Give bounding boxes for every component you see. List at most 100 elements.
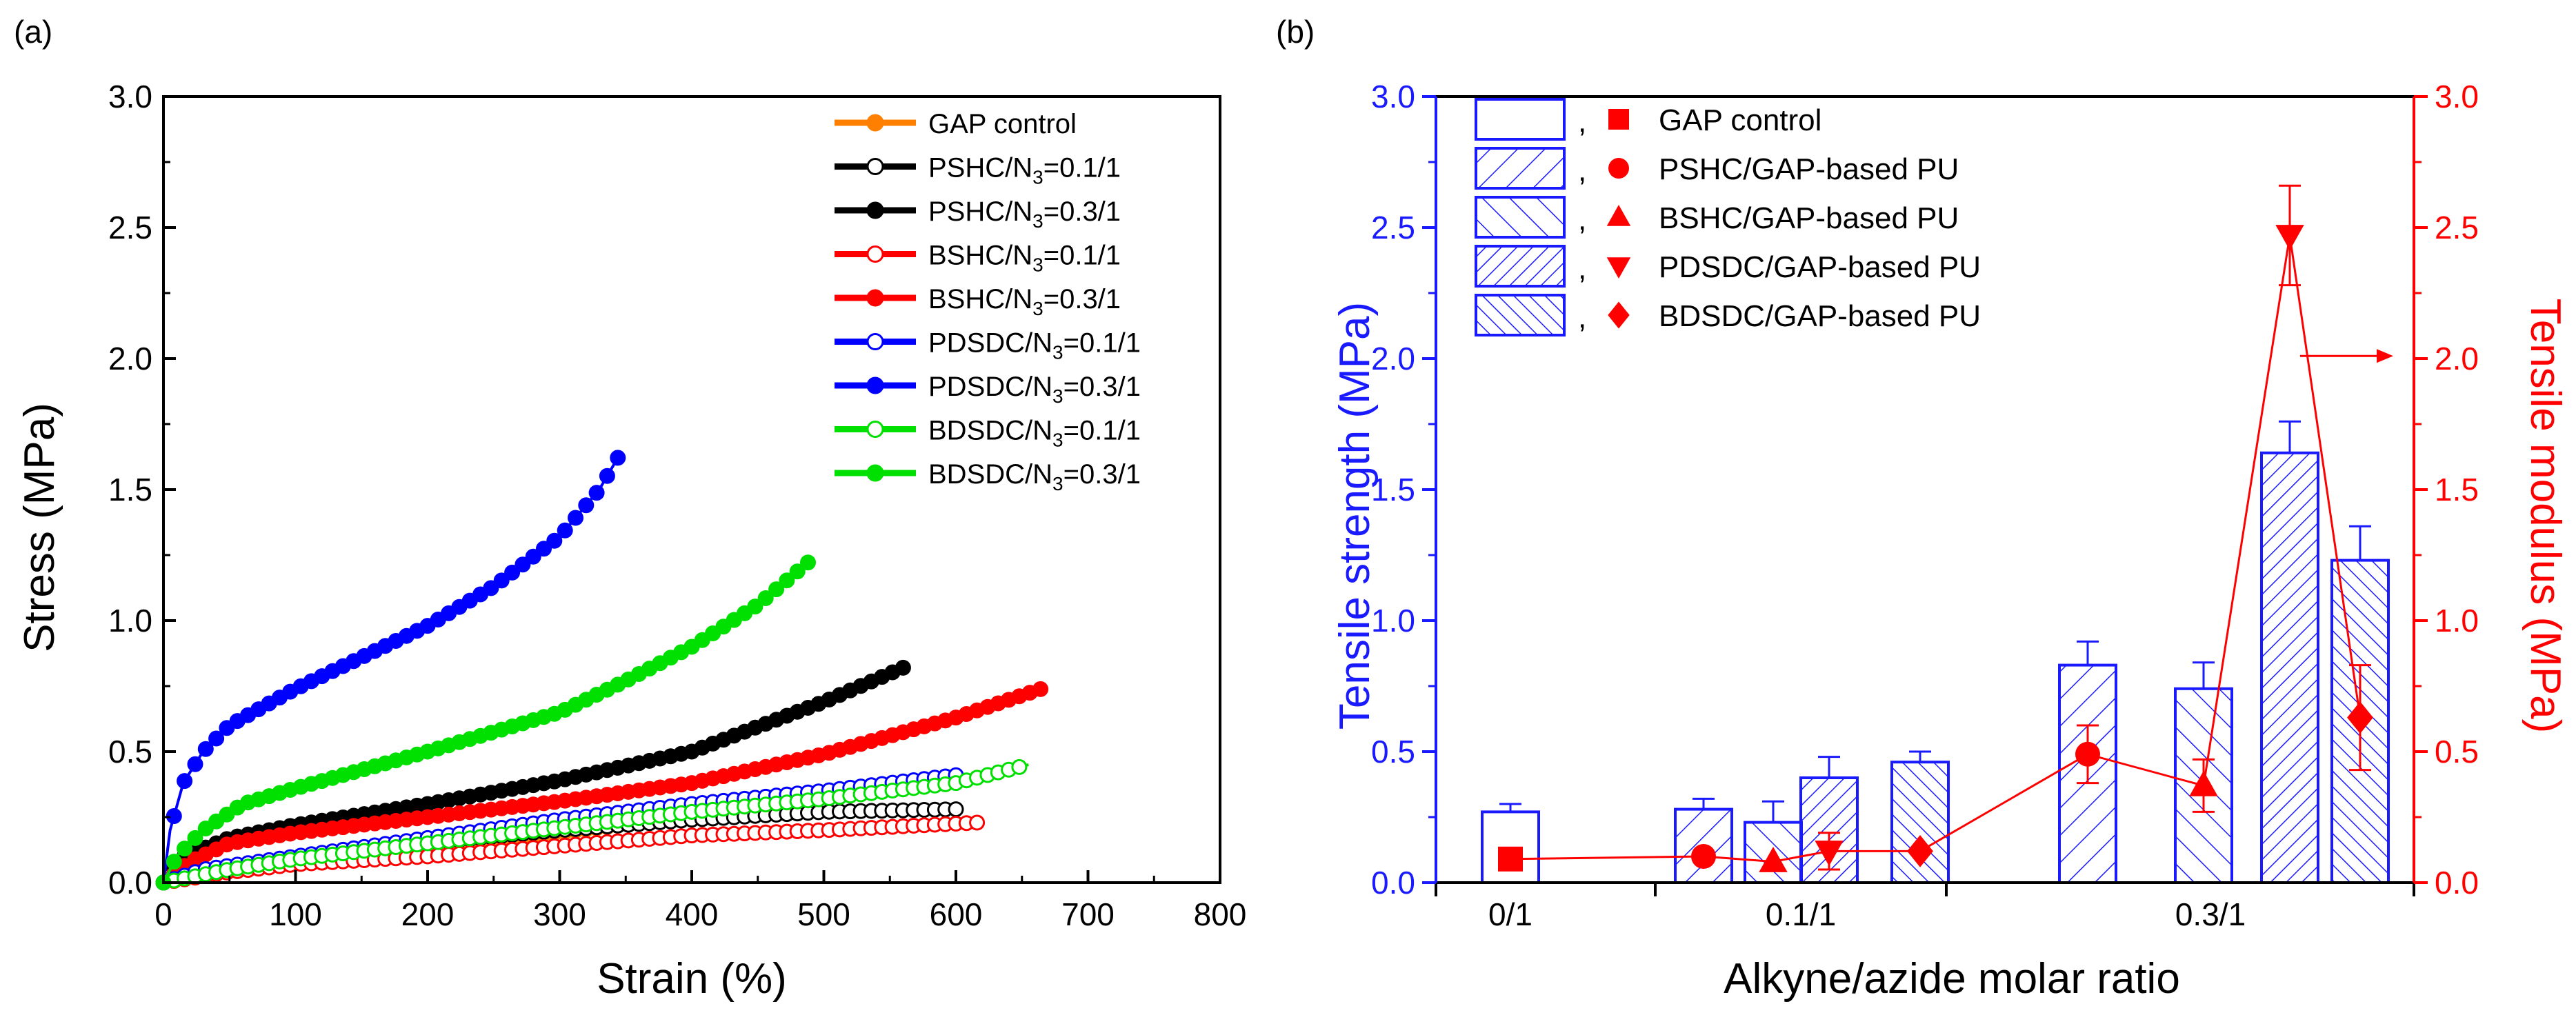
data-point — [166, 854, 182, 870]
legend-separator: , — [1578, 252, 1586, 285]
arrow-head — [2377, 349, 2393, 363]
panel-b-left-axis-label: Tensile strength (MPa) — [1331, 302, 1379, 730]
marker-diamond — [2347, 701, 2373, 734]
data-point — [599, 468, 615, 484]
data-point — [789, 563, 806, 580]
legend-item: , PDSDC/GAP-based PU — [1475, 245, 1981, 288]
legend-label: BSHC/N3=0.3/1 — [928, 284, 1121, 319]
data-point — [197, 741, 214, 757]
panel-a-y-axis-label: Stress (MPa) — [16, 403, 63, 652]
panel-b-x-axis-label: Alkyne/azide molar ratio — [1724, 955, 2180, 1003]
x-tick-label: 800 — [1194, 896, 1247, 932]
marker-triangle-down — [2275, 225, 2304, 250]
legend-label: BDSDC/N3=0.1/1 — [928, 416, 1141, 451]
right-tick-label: 1.0 — [2435, 603, 2479, 639]
data-point — [610, 450, 626, 466]
legend-label: PDSDC/N3=0.1/1 — [928, 328, 1141, 363]
legend-separator: , — [1578, 105, 1586, 139]
marker-triangle-down — [1815, 841, 1844, 866]
legend-item: BSHC/N3=0.3/1 — [835, 284, 1121, 319]
panel-a-label: (a) — [14, 14, 52, 50]
legend-marker — [866, 289, 884, 307]
x-tick-label: 100 — [269, 896, 322, 932]
legend-label: PDSDC/N3=0.3/1 — [928, 372, 1141, 407]
category-label: 0/1 — [1488, 896, 1532, 932]
legend-swatch — [1475, 294, 1566, 336]
x-tick-label: 0 — [154, 896, 172, 932]
data-point — [187, 756, 203, 772]
y-tick-label: 2.0 — [108, 341, 152, 376]
series-bdsdc-n3-0-3-1 — [155, 554, 816, 891]
panel-b-right-axis-label: Tensile modulus (MPa) — [2522, 299, 2569, 734]
right-axis-arrow — [2300, 349, 2393, 363]
data-point — [747, 599, 763, 615]
modulus-point — [2275, 184, 2304, 287]
legend-item: PSHC/N3=0.3/1 — [835, 197, 1121, 232]
legend-swatch — [1475, 98, 1566, 141]
legend-swatch — [1475, 196, 1566, 239]
marker-diamond — [1608, 301, 1630, 329]
legend-swatch — [1475, 245, 1566, 288]
legend-separator: , — [1578, 203, 1586, 237]
data-point — [536, 541, 552, 557]
data-point — [768, 581, 785, 598]
legend-item: , GAP control — [1475, 98, 1821, 141]
legend-label: PSHC/N3=0.3/1 — [928, 197, 1121, 232]
left-tick-label: 0.0 — [1371, 865, 1415, 901]
bar — [1744, 800, 1803, 884]
data-point — [208, 730, 225, 747]
legend-item: PDSDC/N3=0.3/1 — [835, 372, 1141, 407]
data-point — [800, 554, 816, 571]
right-tick-label: 3.0 — [2435, 79, 2479, 114]
left-tick-label: 0.5 — [1371, 734, 1415, 770]
legend-label: PDSDC/GAP-based PU — [1659, 250, 1981, 284]
left-tick-label: 1.5 — [1371, 472, 1415, 508]
panel-a-ticks: 0 100 200 300 400 500 600 700 800 0.0 0.5 1.0 1.5 2.0… — [108, 79, 1246, 932]
left-tick-label: 2.0 — [1371, 341, 1415, 376]
data-point — [177, 841, 193, 857]
legend-label: PSHC/GAP-based PU — [1659, 152, 1959, 186]
data-point — [546, 532, 563, 549]
legend-label: GAP control — [1659, 103, 1821, 137]
right-tick-label: 0.5 — [2435, 734, 2479, 770]
x-tick-label: 400 — [666, 896, 719, 932]
panel-a-legend: GAP control PSHC/N3=0.1/1 PSHC/N3=0.3/1 BSH… — [835, 109, 1141, 494]
data-point — [568, 510, 583, 526]
legend-label: BDSDC/GAP-based PU — [1659, 299, 1981, 333]
legend-swatch — [1475, 147, 1566, 190]
marker-circle — [1691, 844, 1716, 869]
legend-marker — [866, 245, 884, 263]
modulus-point — [1691, 844, 1716, 869]
legend-marker — [866, 333, 884, 350]
data-point — [779, 572, 795, 589]
marker-circle — [2075, 741, 2100, 767]
legend-marker — [866, 421, 884, 438]
legend-item: BDSDC/N3=0.1/1 — [835, 416, 1141, 451]
data-point — [187, 830, 203, 846]
legend-marker — [866, 201, 884, 219]
legend-item: PSHC/N3=0.1/1 — [835, 153, 1121, 188]
panel-b-plot-area — [1481, 184, 2393, 885]
y-tick-label: 0.0 — [108, 865, 152, 901]
legend-item: BSHC/N3=0.1/1 — [835, 241, 1121, 276]
legend-item: PDSDC/N3=0.1/1 — [835, 328, 1141, 363]
legend-separator: , — [1578, 301, 1586, 334]
data-point — [483, 580, 499, 596]
right-tick-label: 2.5 — [2435, 210, 2479, 245]
right-tick-label: 0.0 — [2435, 865, 2479, 901]
left-tick-label: 2.5 — [1371, 210, 1415, 245]
data-point — [557, 522, 573, 539]
legend-label: BDSDC/N3=0.3/1 — [928, 459, 1141, 494]
modulus-point — [2075, 724, 2100, 785]
panel-b-label: (b) — [1276, 14, 1315, 50]
legend-label: BSHC/GAP-based PU — [1659, 201, 1959, 235]
bar — [1674, 797, 1733, 884]
modulus-point — [2189, 758, 2218, 813]
left-tick-label: 3.0 — [1371, 79, 1415, 114]
y-tick-label: 2.5 — [108, 210, 152, 245]
category-label: 0.1/1 — [1766, 896, 1836, 932]
data-point — [493, 572, 510, 589]
bar-rect — [2260, 451, 2319, 884]
x-tick-label: 500 — [797, 896, 850, 932]
marker-triangle-down — [1606, 257, 1631, 279]
